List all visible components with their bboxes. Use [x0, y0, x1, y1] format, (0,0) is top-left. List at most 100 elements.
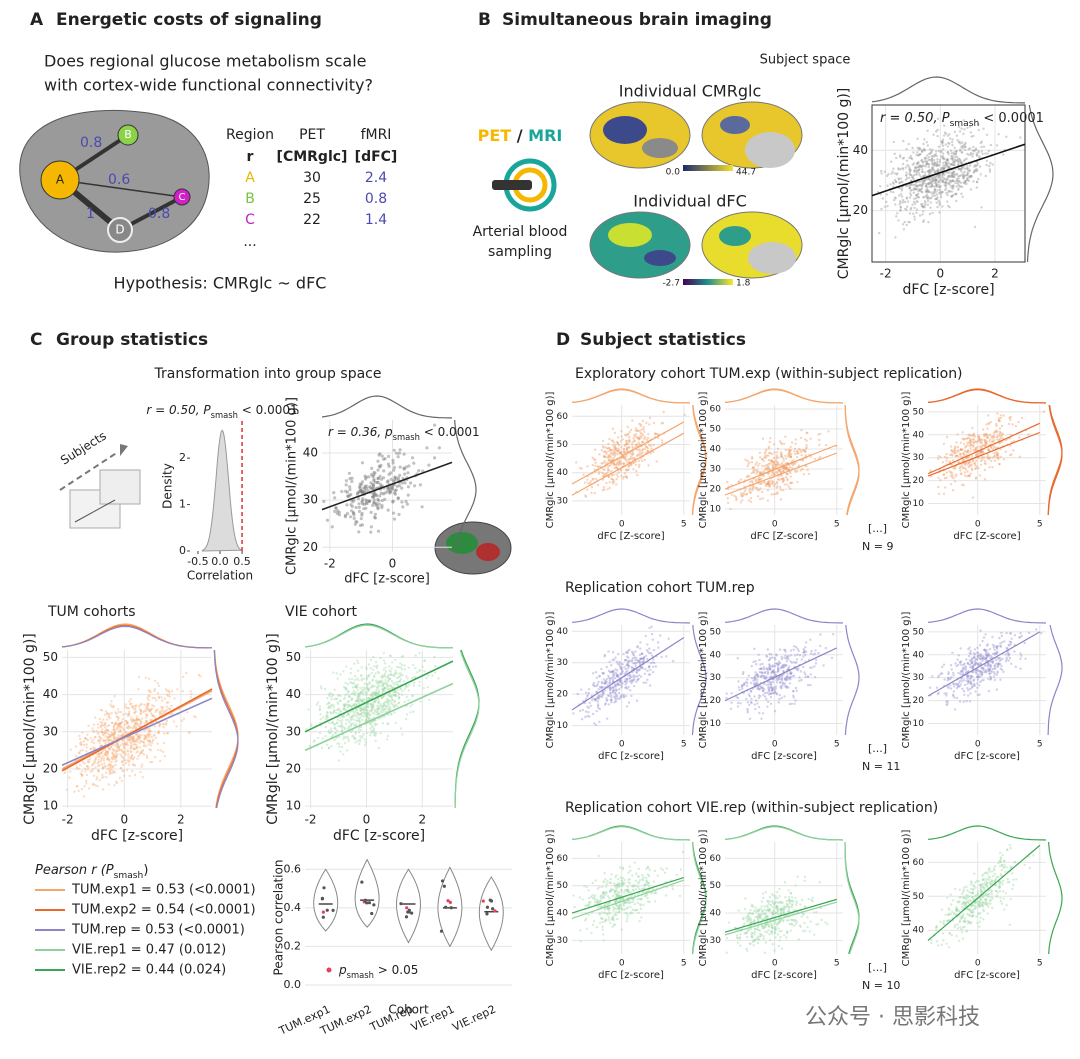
scatter-cloud-point: [100, 763, 104, 766]
scatter-cloud-point: [923, 196, 926, 199]
scatter-cloud-point: [374, 503, 378, 507]
scatter-cloud-point: [389, 699, 392, 703]
scatter-cloud-point: [920, 187, 924, 190]
scatter-cloud-point: [382, 457, 386, 461]
scatter-cloud-point: [959, 168, 962, 171]
node-label: B: [124, 128, 132, 141]
scatter-cloud-point: [901, 198, 905, 202]
scatter-cloud-point: [963, 167, 967, 170]
legend-dot: [326, 967, 332, 973]
scatter-cloud-point: [948, 142, 951, 145]
scatter-cloud-point: [371, 692, 374, 695]
scatter-cloud-point: [590, 491, 593, 494]
scatter-cloud-point: [348, 704, 352, 707]
scatter-cloud-point: [96, 723, 100, 726]
scatter-cloud-point: [934, 178, 937, 182]
scatter-cloud-point: [117, 718, 120, 722]
scatter-cloud-point: [966, 176, 969, 180]
scatter-cloud-point: [118, 728, 122, 731]
scatter-cloud-point: [964, 180, 967, 183]
scatter-cloud-point: [121, 718, 124, 721]
scatter-cloud-point: [959, 441, 963, 444]
scatter-cloud-point: [381, 691, 384, 694]
scatter-cloud-point: [603, 655, 606, 658]
scatter-cloud-point: [116, 725, 119, 729]
scatter-cloud-point: [337, 712, 341, 715]
scatter-cloud-point: [396, 688, 400, 691]
scatter-cloud-point: [104, 742, 107, 745]
scatter-cloud-point: [114, 751, 118, 754]
scatter-cloud-point: [614, 656, 617, 659]
scatter-cloud-point: [935, 178, 938, 182]
scatter-cloud-point: [370, 709, 373, 713]
scatter-cloud-point: [921, 204, 925, 208]
scatter-cloud-point: [148, 709, 151, 713]
scatter-cloud-point: [120, 726, 124, 729]
scatter-cloud-point: [94, 716, 97, 719]
scatter-cloud-point: [966, 470, 969, 473]
scatter-cloud-point: [117, 716, 120, 720]
scatter-cloud-point: [370, 466, 374, 470]
scatter-cloud-point: [960, 145, 963, 148]
scatter-cloud-point: [151, 696, 154, 700]
scatter-cloud-point: [906, 200, 910, 203]
scatter-cloud-point: [799, 436, 803, 440]
brain-patch: [603, 116, 647, 144]
annotation-part: < 0.0001: [420, 425, 480, 439]
scatter-cloud-point: [914, 166, 917, 170]
scatter-cloud-point: [134, 707, 137, 710]
x-axis-label: dFC [z-score]: [598, 751, 664, 762]
scatter-cloud-point: [347, 712, 350, 716]
scatter-cloud-point: [151, 738, 155, 741]
scatter-cloud-point: [106, 756, 110, 760]
scatter-cloud-point: [978, 155, 981, 158]
scatter-cloud-point: [937, 186, 941, 189]
scatter-cloud-point: [135, 743, 138, 746]
scatter-cloud-point: [360, 489, 364, 493]
scatter-cloud-point: [360, 736, 363, 740]
scatter-cloud-point: [606, 683, 609, 686]
scatter-cloud-point: [959, 185, 962, 188]
scatter-cloud-point: [147, 734, 150, 737]
scatter-cloud-point: [381, 676, 384, 679]
scatter-cloud-point: [784, 466, 787, 469]
scatter-cloud-point: [954, 152, 957, 156]
scatter-cloud-point: [357, 731, 361, 734]
scatter-cloud-point: [966, 172, 970, 175]
scatter-cloud-point: [594, 464, 597, 468]
scatter-cloud-point: [959, 148, 962, 151]
scatter-cloud-point: [358, 482, 362, 486]
scatter-cloud-point: [954, 445, 957, 448]
scatter-cloud-point: [373, 693, 377, 696]
scatter-cloud-point: [360, 666, 363, 669]
scatter-cloud-point: [349, 667, 353, 670]
scatter-cloud-point: [380, 679, 384, 682]
scatter-cloud-point: [135, 723, 139, 726]
scatter-cloud-point: [951, 173, 954, 176]
scatter-cloud-point: [370, 495, 375, 499]
scatter-cloud-point: [924, 185, 927, 188]
scatter-cloud-point: [112, 706, 115, 709]
scatter-cloud-point: [390, 695, 393, 698]
scatter-cloud-point: [950, 195, 954, 198]
scatter-cloud-point: [917, 154, 920, 157]
scatter-cloud-point: [107, 763, 111, 766]
scatter-cloud-point: [386, 684, 390, 688]
scatter-cloud-point: [372, 501, 376, 505]
scatter-cloud-point: [750, 500, 753, 503]
scatter-cloud-point: [365, 666, 368, 669]
scatter-cloud-point: [376, 476, 380, 481]
scatter-cloud-point: [954, 151, 958, 154]
scatter-cloud-point: [937, 176, 940, 179]
scatter-cloud-point: [141, 776, 144, 779]
scatter-cloud-point: [377, 693, 380, 696]
scatter-cloud-point: [989, 446, 993, 450]
scatter-cloud-point: [357, 485, 362, 489]
scatter-cloud-point: [951, 157, 954, 160]
scatter-cloud-point: [368, 681, 371, 684]
scatter-cloud-point: [410, 456, 415, 460]
scatter-cloud-point: [979, 165, 982, 168]
scatter-cloud-point: [911, 203, 914, 206]
scatter-cloud-point: [376, 664, 379, 667]
scatter-cloud-point: [756, 495, 760, 498]
